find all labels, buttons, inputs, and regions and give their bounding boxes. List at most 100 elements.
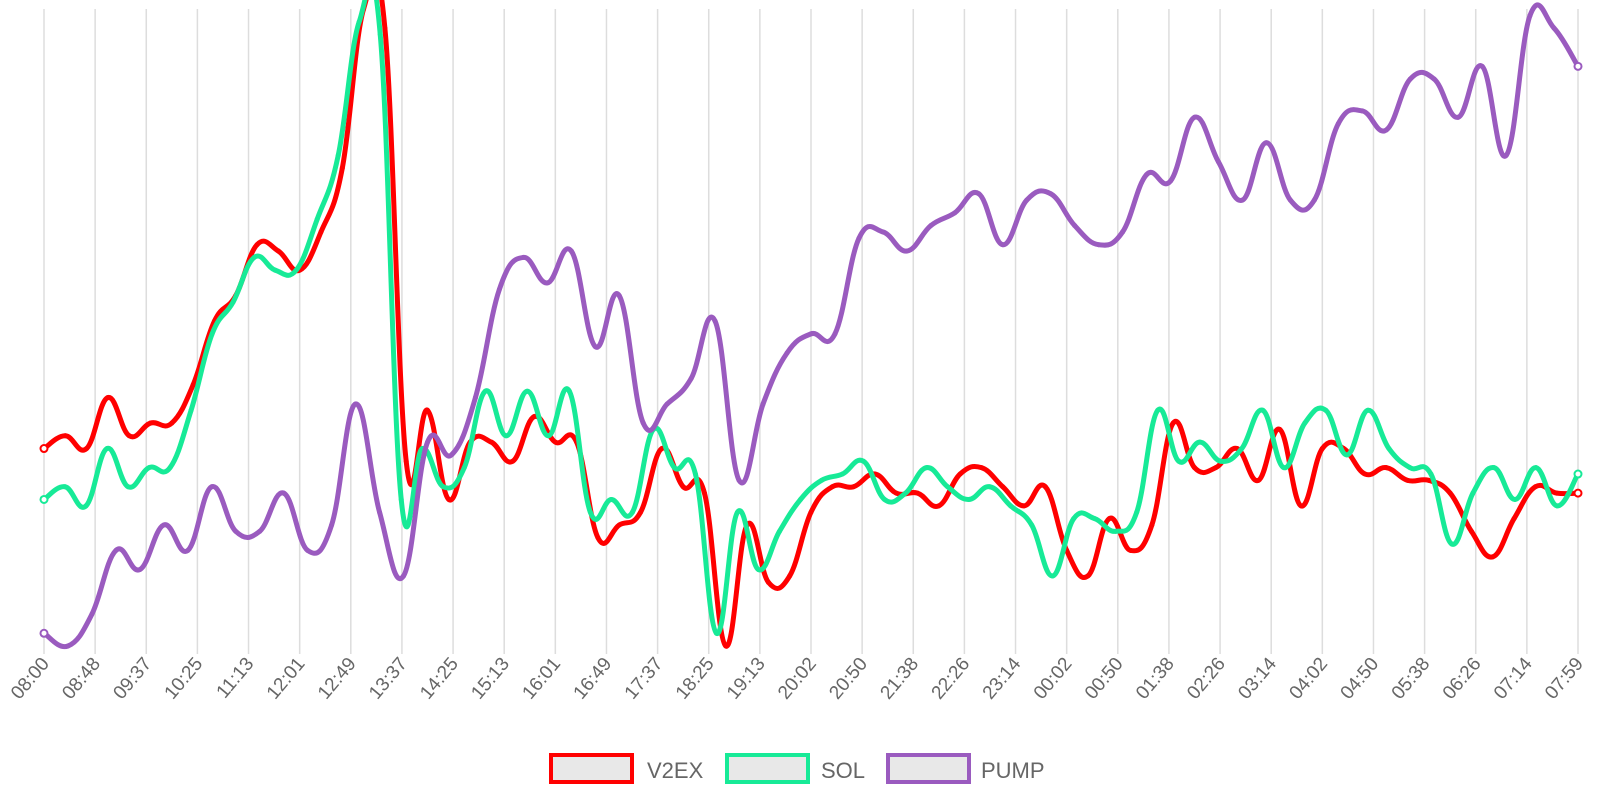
data-point-v2ex[interactable] [1362,471,1368,477]
data-point-sol[interactable] [1281,465,1287,471]
data-point-pump[interactable] [281,490,287,496]
data-point-sol[interactable] [776,528,782,534]
data-point-pump[interactable] [1335,121,1341,127]
data-point-pump[interactable] [1431,76,1437,82]
data-point-sol[interactable] [209,331,215,337]
data-point-sol[interactable] [797,496,803,502]
data-point-v2ex[interactable] [723,643,729,649]
data-point-sol[interactable] [1344,452,1350,458]
data-point-sol[interactable] [230,299,236,305]
data-point-pump[interactable] [1573,61,1583,71]
data-point-sol[interactable] [1092,516,1098,522]
data-point-v2ex[interactable] [1192,465,1197,471]
data-point-pump[interactable] [1359,108,1365,114]
data-point-v2ex[interactable] [382,25,388,31]
data-point-sol[interactable] [1197,439,1203,445]
data-point-sol[interactable] [945,484,951,490]
data-point-pump[interactable] [712,318,718,324]
data-point-pump[interactable] [1455,114,1461,120]
data-point-sol[interactable] [692,471,698,477]
data-point-pump[interactable] [592,344,598,350]
data-point-pump[interactable] [904,248,910,254]
data-point-sol[interactable] [251,254,257,260]
data-point-sol[interactable] [1573,469,1583,479]
data-point-v2ex[interactable] [62,433,68,439]
data-point-sol[interactable] [1155,407,1161,413]
data-point-pump[interactable] [1287,197,1293,203]
data-point-pump[interactable] [185,547,191,553]
data-point-v2ex[interactable] [318,229,324,235]
data-point-pump[interactable] [760,401,766,407]
data-point-sol[interactable] [1554,503,1560,509]
data-point-pump[interactable] [353,401,359,407]
data-point-v2ex[interactable] [957,471,963,477]
data-point-pump[interactable] [496,286,502,292]
data-point-v2ex[interactable] [552,439,558,445]
data-point-sol[interactable] [1302,420,1308,426]
data-point-v2ex[interactable] [339,165,345,171]
data-point-pump[interactable] [377,509,383,515]
data-point-sol[interactable] [482,388,488,394]
data-point-pump[interactable] [1168,178,1174,184]
legend-label-v2ex[interactable]: V2EX [647,758,704,783]
data-point-sol[interactable] [987,484,993,490]
data-point-sol[interactable] [1239,446,1245,452]
data-point-pump[interactable] [568,248,574,254]
data-point-pump[interactable] [161,522,167,528]
data-point-sol[interactable] [713,630,719,636]
data-point-v2ex[interactable] [1000,484,1006,490]
data-point-pump[interactable] [1407,76,1413,82]
data-point-sol[interactable] [608,496,614,502]
data-point-sol[interactable] [1533,465,1539,471]
data-point-v2ex[interactable] [808,509,814,515]
data-point-sol[interactable] [461,465,467,471]
data-point-sol[interactable] [62,484,68,490]
data-point-v2ex[interactable] [765,579,771,585]
data-point-v2ex[interactable] [638,509,644,515]
data-point-v2ex[interactable] [915,490,921,496]
data-point-pump[interactable] [688,375,694,381]
data-point-pump[interactable] [209,484,215,490]
data-point-sol[interactable] [1470,490,1476,496]
data-point-v2ex[interactable] [1255,477,1261,483]
data-point-sol[interactable] [314,216,320,222]
data-point-v2ex[interactable] [1490,554,1496,560]
data-point-sol[interactable] [1512,496,1518,502]
data-point-pump[interactable] [736,477,742,483]
data-point-pump[interactable] [472,395,478,401]
data-point-v2ex[interactable] [701,490,707,496]
data-point-v2ex[interactable] [1149,522,1155,528]
data-point-pump[interactable] [832,331,838,337]
data-point-v2ex[interactable] [1042,484,1048,490]
legend-swatch-sol[interactable] [725,753,810,784]
data-point-v2ex[interactable] [936,503,942,509]
data-point-v2ex[interactable] [1213,465,1219,471]
data-point-pump[interactable] [113,547,119,553]
data-point-v2ex[interactable] [1511,516,1517,522]
data-point-pump[interactable] [1383,127,1389,133]
data-point-sol[interactable] [755,567,761,573]
data-point-v2ex[interactable] [105,395,111,401]
data-point-pump[interactable] [425,439,430,445]
data-point-sol[interactable] [167,465,173,471]
data-point-sol[interactable] [1176,458,1182,464]
data-point-sol[interactable] [1386,446,1392,452]
data-point-pump[interactable] [1527,12,1533,18]
data-point-sol[interactable] [1134,509,1140,515]
legend-swatch-v2ex[interactable] [549,753,634,784]
data-point-sol[interactable] [1428,471,1434,477]
data-point-v2ex[interactable] [1106,516,1112,522]
data-point-sol[interactable] [819,477,825,483]
data-point-sol[interactable] [125,484,131,490]
data-point-sol[interactable] [146,465,152,471]
data-point-sol[interactable] [861,458,867,464]
data-point-pump[interactable] [1096,242,1102,248]
data-point-v2ex[interactable] [1405,477,1411,483]
data-point-v2ex[interactable] [1298,503,1304,509]
data-point-sol[interactable] [671,465,677,471]
data-point-pump[interactable] [856,235,862,241]
data-point-sol[interactable] [335,153,341,159]
data-point-sol[interactable] [545,433,551,439]
data-point-v2ex[interactable] [680,484,686,490]
data-point-sol[interactable] [734,509,740,515]
